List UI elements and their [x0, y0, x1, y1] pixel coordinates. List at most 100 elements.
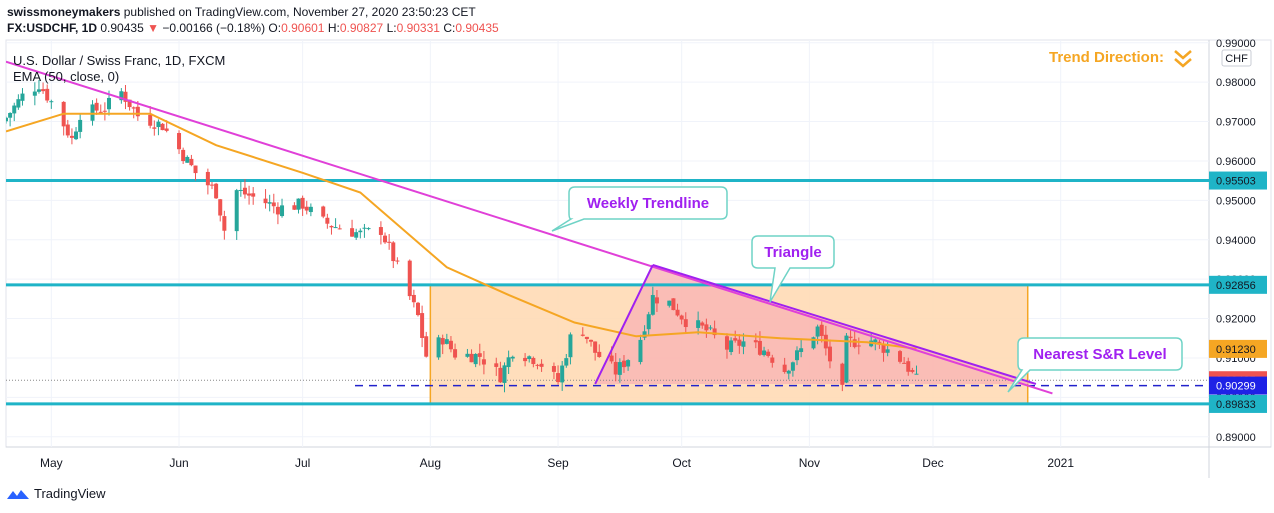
- candle-up: [815, 326, 820, 337]
- last-price: 0.90435: [100, 21, 144, 35]
- candle-down: [440, 338, 445, 345]
- candle-up: [762, 350, 767, 356]
- price-tick-label: 0.92000: [1216, 314, 1256, 326]
- price-label-bg: [1209, 339, 1267, 358]
- candle-down: [609, 355, 614, 362]
- candle-up: [506, 357, 511, 368]
- candle-up: [914, 373, 919, 375]
- candle-down: [584, 336, 589, 340]
- candle-up: [568, 334, 573, 358]
- candle-down: [181, 149, 186, 162]
- candle-up: [564, 358, 569, 366]
- candle-down: [469, 353, 474, 363]
- sr-level-label: Nearest S&R Level: [1033, 346, 1166, 363]
- candle-down: [733, 338, 738, 341]
- time-tick-label: Dec: [922, 456, 943, 470]
- candle-up: [811, 337, 816, 349]
- ema-line: [6, 112, 917, 350]
- candle-up: [885, 349, 890, 353]
- candle-down: [247, 193, 252, 196]
- candle-down: [271, 202, 276, 207]
- footer[interactable]: TradingView: [6, 486, 106, 501]
- price-tick-label: 0.96000: [1216, 156, 1256, 168]
- candle-down: [613, 361, 618, 375]
- open-label: O:: [268, 21, 282, 35]
- candle-down: [498, 367, 503, 383]
- candle-down: [415, 302, 420, 316]
- candle-down: [704, 324, 709, 331]
- candle-up: [729, 340, 734, 353]
- candle-down: [679, 315, 684, 320]
- candle-up: [444, 339, 449, 344]
- candle-down: [597, 351, 602, 357]
- candle-down: [420, 313, 425, 338]
- candle-down: [387, 241, 392, 243]
- candle-down: [160, 123, 165, 131]
- candle-up: [36, 89, 41, 92]
- legend-title: U.S. Dollar / Swiss Franc, 1D, FXCM: [13, 53, 225, 68]
- candle-down: [205, 171, 210, 186]
- time-tick-label: Aug: [420, 456, 441, 470]
- triangle-lower: [594, 264, 654, 385]
- candle-down: [683, 319, 688, 328]
- candle-down: [551, 366, 556, 372]
- candle-down: [383, 235, 388, 243]
- candle-up: [642, 331, 647, 338]
- trend-direction-label: Trend Direction:: [1049, 49, 1164, 66]
- price-tick-label: 0.94000: [1216, 235, 1256, 247]
- candle-down: [218, 199, 223, 216]
- time-axis[interactable]: May Jun Jul Aug Sep Oct Nov Dec 2021: [40, 456, 1074, 470]
- price-tick-label: 0.98000: [1216, 77, 1256, 89]
- high-label: H:: [327, 21, 340, 35]
- candle-down: [152, 127, 157, 129]
- candle-down: [523, 357, 528, 362]
- candle-down: [481, 359, 486, 365]
- candle-up: [560, 365, 565, 383]
- candle-up: [358, 230, 363, 233]
- candle-up: [638, 339, 643, 363]
- candle-down: [448, 340, 453, 350]
- candle-up: [333, 227, 338, 229]
- candle-down: [823, 334, 828, 349]
- candle-up: [267, 202, 272, 204]
- candle-down: [350, 228, 355, 237]
- candle-down: [131, 107, 136, 109]
- candle-down: [148, 114, 153, 126]
- candle-up: [8, 112, 13, 118]
- candle-up: [49, 101, 54, 103]
- time-tick-label: Sep: [547, 456, 569, 470]
- candle-down: [395, 260, 400, 262]
- candle-down: [453, 349, 458, 358]
- candle-down: [535, 364, 540, 366]
- down-arrow-icon: ▼: [147, 21, 159, 35]
- triangle-callout: Triangle: [751, 235, 835, 303]
- candle-up: [510, 356, 515, 359]
- candle-down: [378, 227, 383, 235]
- candle-up: [465, 353, 470, 357]
- candle-up: [790, 362, 795, 371]
- sr-level-callout: Nearest S&R Level: [1007, 337, 1183, 393]
- candle-down: [177, 133, 182, 150]
- candle-down: [675, 309, 680, 316]
- candle-up: [473, 354, 478, 365]
- double-chevron-down-icon: [1174, 50, 1192, 68]
- price-label-text: 0.95503: [1216, 176, 1256, 188]
- candle-down: [906, 361, 911, 372]
- candle-down: [98, 111, 103, 113]
- candle-up: [185, 156, 190, 163]
- candle-down: [292, 205, 297, 210]
- candle-down: [770, 357, 775, 363]
- candle-down: [737, 339, 742, 346]
- candle-up: [502, 365, 507, 383]
- author[interactable]: swissmoneymakers: [7, 5, 121, 19]
- triangle-upper: [652, 264, 1037, 385]
- candle-up: [74, 131, 79, 140]
- candle-up: [6, 117, 8, 122]
- candle-up: [354, 232, 359, 238]
- candle-up: [617, 362, 622, 375]
- low-label: L:: [386, 21, 397, 35]
- time-tick-label: Jul: [295, 456, 310, 470]
- candle-up: [741, 341, 746, 347]
- currency-badge[interactable]: [1221, 49, 1252, 67]
